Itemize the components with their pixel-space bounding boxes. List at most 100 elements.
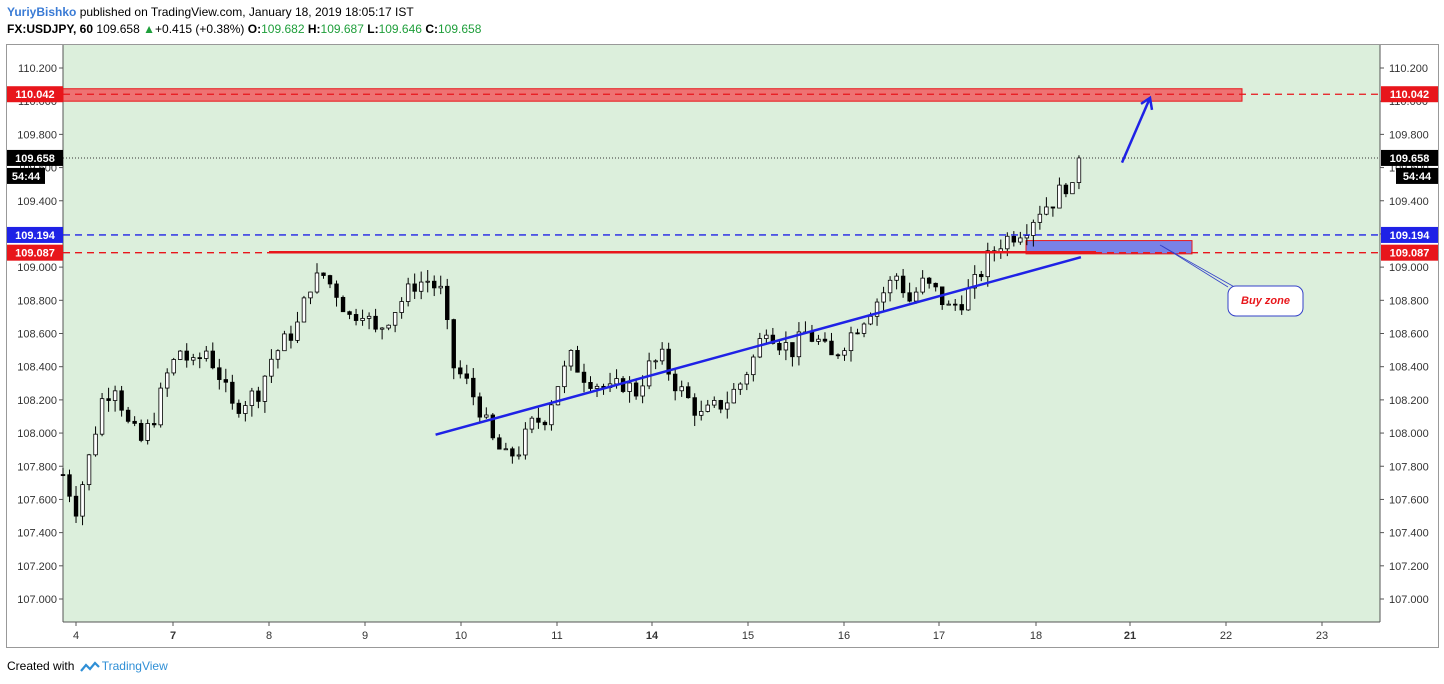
y-tick-label-right: 108.600 (1389, 329, 1429, 341)
candle-body (164, 372, 170, 389)
y-tick-label-left: 108.600 (17, 329, 57, 341)
candle-body (523, 428, 528, 456)
y-tick-label-left: 109.000 (17, 262, 57, 274)
candle-body (555, 386, 561, 406)
candle-body (1031, 221, 1036, 236)
candle-body (777, 342, 782, 351)
candle-body (1037, 213, 1043, 223)
created-with-text: Created with (7, 659, 75, 673)
candle-body (184, 350, 189, 361)
candle-body (646, 360, 652, 387)
candle-body (946, 303, 951, 306)
tag-109194-right (1381, 226, 1438, 243)
zones (62, 88, 1243, 255)
tag-109194-right-text: 109.194 (1390, 230, 1431, 242)
candle-body (718, 400, 723, 410)
candle-body (458, 367, 463, 375)
candle-body (86, 454, 92, 486)
candle-body (549, 404, 554, 426)
publish-text: published on TradingView.com, January 18… (79, 5, 414, 19)
candle-body (659, 348, 665, 362)
y-tick-label-right: 108.000 (1389, 428, 1429, 440)
symbol-label: FX:USDJPY, 60 (7, 22, 94, 36)
tradingview-brand-link[interactable]: TradingView (101, 659, 168, 673)
x-tick-label: 9 (362, 630, 368, 642)
candle-body (842, 350, 847, 356)
candle-body (360, 317, 365, 321)
candle-body (575, 350, 580, 373)
candle-body (80, 484, 85, 517)
candle-body (132, 420, 137, 424)
buy-zone-box (1025, 240, 1193, 255)
candle-body (1024, 235, 1030, 239)
tag-109194-left (7, 226, 63, 243)
candle-body (464, 373, 469, 379)
candle-body (262, 375, 268, 402)
close-label: C: (425, 22, 438, 36)
x-tick-label: 4 (73, 630, 79, 642)
candle-body (894, 275, 899, 281)
candle-body (269, 358, 274, 377)
candle-body (314, 272, 320, 293)
y-tick-label-right: 107.000 (1389, 594, 1429, 606)
candle-body (125, 409, 131, 422)
tag-109087-left-text: 109.087 (15, 248, 55, 260)
candle-body (347, 311, 352, 315)
candle-body (679, 386, 684, 392)
tag-109087-right (1381, 244, 1438, 261)
y-tick-label-left: 108.800 (17, 295, 57, 307)
y-tick-label-right: 108.800 (1389, 295, 1429, 307)
tag-110042-right (1381, 86, 1438, 103)
candle-body (868, 315, 873, 325)
candle-body (386, 324, 391, 329)
tag-109087-left (7, 244, 63, 261)
candle-body (217, 367, 222, 380)
y-tick-label-left: 107.200 (17, 561, 57, 573)
candle-body (275, 350, 281, 360)
candle-body (848, 332, 854, 352)
candle-body (112, 390, 118, 401)
candle-body (301, 297, 307, 323)
candle-body (907, 292, 912, 302)
y-tick-label-left: 109.400 (17, 196, 57, 208)
candle-body (1005, 235, 1010, 250)
tag-last-price-right-text: 109.658 (1390, 153, 1430, 165)
candle-body (744, 374, 750, 385)
candle-body (835, 354, 841, 357)
callout-pointer (1161, 245, 1229, 288)
candle-body (705, 404, 710, 412)
candle-body (223, 379, 229, 383)
candle-body (288, 333, 294, 341)
candle-body (686, 386, 691, 399)
candle-body (432, 280, 437, 289)
candle-body (594, 385, 600, 389)
x-tick-label: 8 (266, 630, 272, 642)
candle-body (151, 423, 157, 426)
plot-area[interactable] (63, 44, 1380, 622)
countdown-left-text: 54:44 (12, 171, 41, 183)
candle-body (562, 365, 567, 388)
candle-body (249, 390, 255, 406)
candle-body (1050, 206, 1056, 209)
y-tick-label-right: 109.000 (1389, 262, 1429, 274)
candle-body (295, 321, 300, 341)
candle-body (959, 304, 964, 311)
author-link[interactable]: YuriyBishko (7, 5, 77, 19)
y-tick-label-right: 109.800 (1389, 129, 1429, 141)
candle-body (373, 315, 378, 330)
projection-arrow-shaft (1120, 97, 1152, 164)
candle-body (979, 274, 984, 278)
tag-last-price-left-text: 109.658 (15, 153, 55, 165)
candle-body (60, 474, 66, 476)
candle-body (1044, 206, 1049, 215)
low-value: 109.646 (378, 22, 422, 36)
candle-body (191, 357, 196, 361)
y-tick-label-right: 108.400 (1389, 362, 1429, 374)
candle-body (210, 350, 215, 369)
y-tick-label-left: 108.000 (17, 428, 57, 440)
publish-info: YuriyBishko published on TradingView.com… (7, 5, 414, 20)
candle-body (353, 314, 359, 321)
candle-body (477, 396, 482, 418)
y-tick-label-right: 107.800 (1389, 461, 1429, 473)
